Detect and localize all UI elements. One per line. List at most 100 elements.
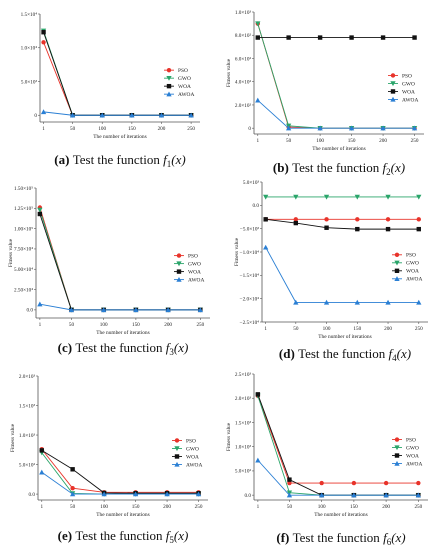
- legend: PSO GWO WOA AWOA: [392, 252, 422, 283]
- x-tick-label: 150: [348, 138, 356, 144]
- series-line-gwo: [39, 209, 201, 311]
- x-axis-label: The number of iterations: [93, 133, 146, 140]
- legend: PSO GWO WOA AWOA: [392, 437, 422, 467]
- x-tick-label: 100: [323, 326, 331, 332]
- y-tick-label: −1.5×10⁴: [240, 273, 260, 279]
- x-axis-label: The number of iterations: [96, 329, 149, 336]
- y-tick-label: 1.5×10⁴: [21, 12, 38, 18]
- y-tick-label: 1.5×10³: [235, 420, 252, 426]
- data-point-awoa: [323, 299, 330, 305]
- data-point-awoa: [37, 301, 43, 307]
- y-tick-label: 0.0: [29, 492, 36, 498]
- y-tick-label: 2.0×10²: [235, 103, 252, 109]
- caption-b: (b) Test the function f2(x): [273, 160, 405, 177]
- data-point-awoa: [380, 125, 386, 131]
- legend-label-woa: WOA: [406, 269, 419, 275]
- legend-marker-pso: [394, 437, 400, 442]
- y-tick-label: 5.0×10³: [243, 180, 260, 186]
- legend-marker-awoa: [174, 461, 180, 467]
- legend-marker-pso: [176, 253, 182, 258]
- series-line-pso: [41, 448, 199, 493]
- legend-marker-gwo: [166, 75, 172, 81]
- data-point-awoa: [411, 125, 418, 131]
- data-point-gwo: [323, 194, 330, 200]
- legend-marker-woa: [390, 89, 396, 94]
- data-point-awoa: [188, 112, 194, 118]
- y-axis-label: Fitness value: [8, 238, 14, 267]
- data-point-awoa: [133, 307, 139, 313]
- x-tick-label: 200: [379, 138, 387, 144]
- legend-label-woa: WOA: [186, 454, 199, 460]
- legend-marker-gwo: [394, 445, 400, 451]
- legend-marker-awoa: [394, 276, 400, 281]
- y-tick-label: 7.50×10⁴: [14, 247, 33, 253]
- x-tick-label: 1: [39, 322, 42, 328]
- legend-marker-pso: [166, 67, 172, 73]
- series-line-woa: [265, 218, 419, 230]
- y-tick-label: 2.0×10³: [19, 374, 36, 380]
- legend-marker-pso: [174, 438, 180, 443]
- data-point-woa: [317, 35, 323, 40]
- y-tick-label: 1.00×10⁵: [14, 226, 33, 232]
- data-point-woa: [355, 226, 360, 232]
- x-tick-label: 50: [287, 504, 293, 510]
- data-point-woa: [416, 226, 421, 232]
- data-point-gwo: [263, 194, 269, 200]
- x-axis-label: The number of iterations: [96, 511, 149, 518]
- series-line-awoa: [257, 99, 415, 129]
- legend-marker-awoa: [394, 460, 400, 466]
- y-tick-label: 0: [34, 113, 37, 119]
- data-point-awoa: [132, 491, 139, 497]
- legend-label-woa: WOA: [178, 84, 191, 90]
- legend-marker-woa: [394, 268, 400, 273]
- y-tick-label: 5.0×10³: [21, 79, 38, 85]
- x-tick-label: 1: [42, 126, 45, 132]
- y-axis-label: Fitness value: [226, 58, 232, 87]
- data-point-awoa: [69, 491, 76, 497]
- x-tick-label: 150: [132, 322, 140, 328]
- data-point-woa: [287, 477, 292, 482]
- data-point-pso: [355, 217, 360, 222]
- y-tick-label: 1.5×10³: [19, 403, 36, 409]
- data-point-pso: [41, 40, 46, 45]
- x-tick-label: 50: [293, 326, 299, 332]
- data-point-awoa: [385, 299, 391, 305]
- data-point-awoa: [69, 112, 76, 118]
- x-axis-label: The number of iterations: [314, 511, 367, 518]
- data-point-pso: [416, 480, 421, 486]
- data-point-gwo: [385, 194, 391, 200]
- legend: PSO GWO WOA AWOA: [164, 67, 194, 98]
- y-tick-label: 8.0×10²: [235, 33, 252, 39]
- legend-label-gwo: GWO: [178, 76, 191, 82]
- legend: PSO GWO WOA AWOA: [388, 73, 418, 103]
- legend-label-pso: PSO: [188, 254, 198, 260]
- x-tick-label: 200: [158, 126, 166, 132]
- y-tick-label: 1.0×10⁴: [21, 46, 38, 52]
- x-tick-label: 250: [195, 504, 203, 510]
- y-tick-label: 1.0×10³: [19, 433, 36, 439]
- legend-label-awoa: AWOA: [188, 278, 204, 284]
- x-tick-label: 200: [384, 326, 392, 332]
- data-point-awoa: [415, 492, 421, 498]
- caption-a: (a) Test the function f1(x): [54, 152, 185, 169]
- data-point-awoa: [195, 491, 202, 497]
- x-tick-label: 250: [414, 504, 422, 510]
- series-line-gwo: [43, 30, 192, 116]
- legend-label-pso: PSO: [406, 437, 416, 443]
- data-point-woa: [293, 220, 299, 226]
- data-point-awoa: [416, 299, 422, 305]
- data-point-woa: [286, 35, 291, 40]
- chart-d: 5.0×10³ 0.0 −5.0×10³ −1.0×10⁴ −1.5×10⁴ −2.0×1…: [234, 180, 428, 363]
- x-tick-label: 1: [257, 504, 260, 510]
- x-tick-label: 1: [264, 326, 267, 332]
- data-point-awoa: [40, 109, 47, 115]
- x-tick-label: 200: [164, 322, 172, 328]
- data-point-woa: [41, 30, 46, 35]
- y-tick-label: 1.0×10³: [235, 444, 252, 450]
- x-tick-label: 200: [163, 504, 171, 510]
- y-tick-label: 1.50×10⁵: [14, 186, 33, 192]
- y-tick-label: 0.0: [27, 308, 34, 314]
